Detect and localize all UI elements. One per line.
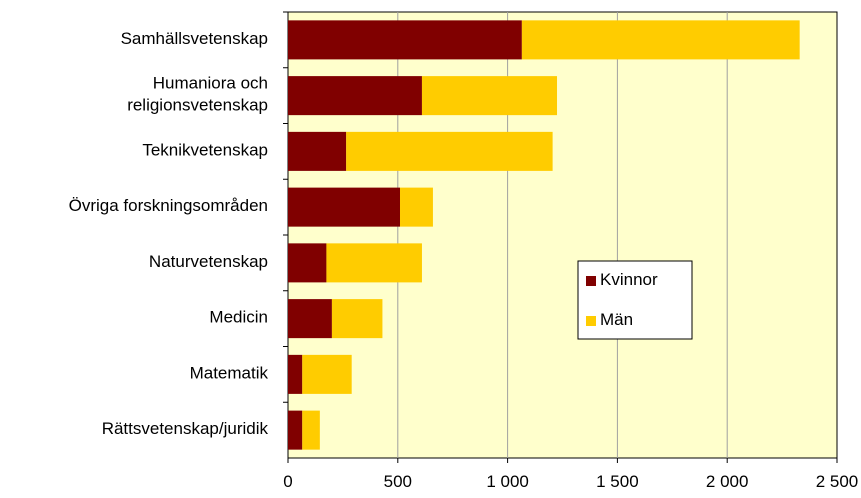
bar-segment: [521, 20, 800, 60]
bar-segment: [288, 243, 327, 283]
legend-label: Män: [600, 310, 633, 329]
x-tick-label: 0: [283, 472, 292, 491]
legend-swatch: [586, 316, 596, 326]
bar-segment: [331, 299, 383, 339]
y-tick-label: Rättsvetenskap/juridik: [102, 420, 269, 439]
bar-segment: [288, 410, 303, 450]
x-tick-label: 1 000: [486, 472, 529, 491]
y-tick-label: Teknikvetenskap: [142, 141, 268, 160]
y-tick-label: Humaniora och religionsvetenskap: [127, 74, 268, 115]
bar-segment: [302, 410, 320, 450]
bar-segment: [302, 354, 352, 394]
bar-segment: [288, 131, 347, 171]
legend-swatch: [586, 276, 596, 286]
bar-segment: [288, 299, 332, 339]
bar-segment: [326, 243, 422, 283]
bar-segment: [288, 187, 400, 227]
x-tick-label: 2 000: [706, 472, 749, 491]
x-tick-label: 2 500: [816, 472, 859, 491]
bar-segment: [346, 131, 553, 171]
legend-label: Kvinnor: [600, 270, 658, 289]
bar-segment: [288, 20, 522, 60]
bar-segment: [288, 76, 422, 116]
y-tick-label: Matematik: [190, 364, 269, 383]
y-tick-label: Naturvetenskap: [149, 252, 268, 271]
legend-box: [577, 260, 693, 340]
y-tick-label: Övriga forskningsområden: [69, 197, 268, 216]
bar-segment: [288, 354, 303, 394]
x-tick-label: 500: [384, 472, 412, 491]
bar-segment: [421, 76, 558, 116]
y-tick-label: Medicin: [209, 308, 268, 327]
x-tick-label: 1 500: [596, 472, 639, 491]
y-tick-label: Samhällsvetenskap: [121, 29, 268, 48]
bar-segment: [399, 187, 433, 227]
